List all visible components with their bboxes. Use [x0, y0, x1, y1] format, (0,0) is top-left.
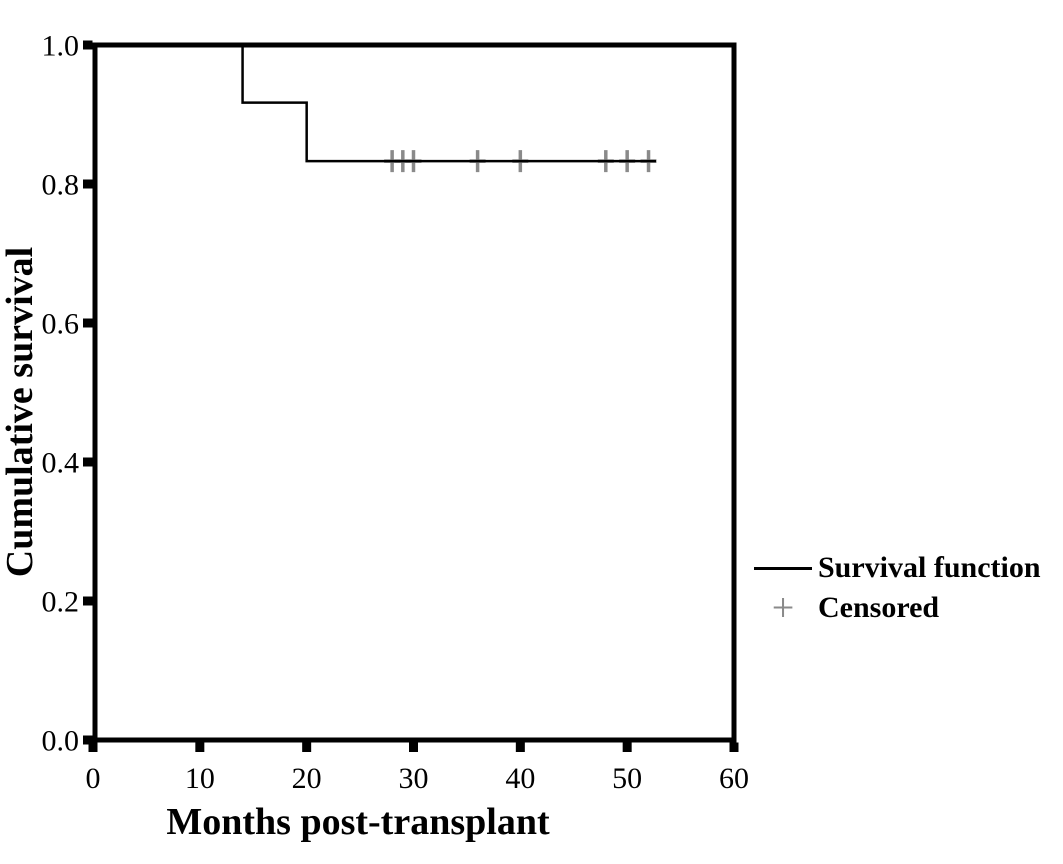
y-tick-label: 0.2 — [42, 586, 80, 619]
x-tick-label: 20 — [292, 762, 322, 795]
y-tick-label: 0.0 — [42, 725, 80, 758]
x-tick — [729, 742, 739, 752]
x-tick — [88, 742, 98, 752]
plot-box — [92, 42, 737, 743]
y-tick — [83, 40, 93, 50]
x-tick-label: 0 — [86, 762, 101, 795]
y-tick-label: 1.0 — [42, 30, 80, 63]
x-tick-label: 40 — [505, 762, 535, 795]
y-tick-label: 0.8 — [42, 169, 80, 202]
censored-plus-icon: + — [771, 585, 795, 630]
x-tick-label: 30 — [399, 762, 429, 795]
y-tick — [83, 596, 93, 606]
x-tick — [515, 742, 525, 752]
legend-marker-cell: + — [750, 588, 816, 628]
x-tick — [409, 742, 418, 752]
x-axis-title: Months post-transplant — [166, 801, 550, 843]
y-tick-label: 0.6 — [42, 308, 80, 341]
legend: Survival function + Censored — [750, 548, 1041, 628]
y-tick-label: 0.4 — [42, 447, 80, 480]
legend-label-censored: Censored — [818, 591, 940, 624]
y-axis-title: Cumulative survival — [0, 246, 41, 578]
x-tick — [622, 742, 632, 752]
survival-curve — [93, 43, 657, 163]
y-tick — [83, 457, 93, 467]
legend-entry-censored: + Censored — [750, 588, 1041, 628]
y-tick — [83, 735, 93, 745]
x-tick-label: 50 — [612, 762, 642, 795]
y-tick — [83, 318, 93, 328]
legend-entry-survival: Survival function — [750, 548, 1041, 588]
x-tick-label: 60 — [719, 762, 749, 795]
legend-marker-cell — [750, 566, 816, 570]
survival-line-icon — [754, 566, 812, 570]
x-tick — [302, 742, 312, 752]
legend-label-survival: Survival function — [818, 551, 1041, 584]
x-tick — [195, 742, 205, 752]
y-tick — [83, 179, 93, 189]
x-tick-label: 10 — [185, 762, 215, 795]
